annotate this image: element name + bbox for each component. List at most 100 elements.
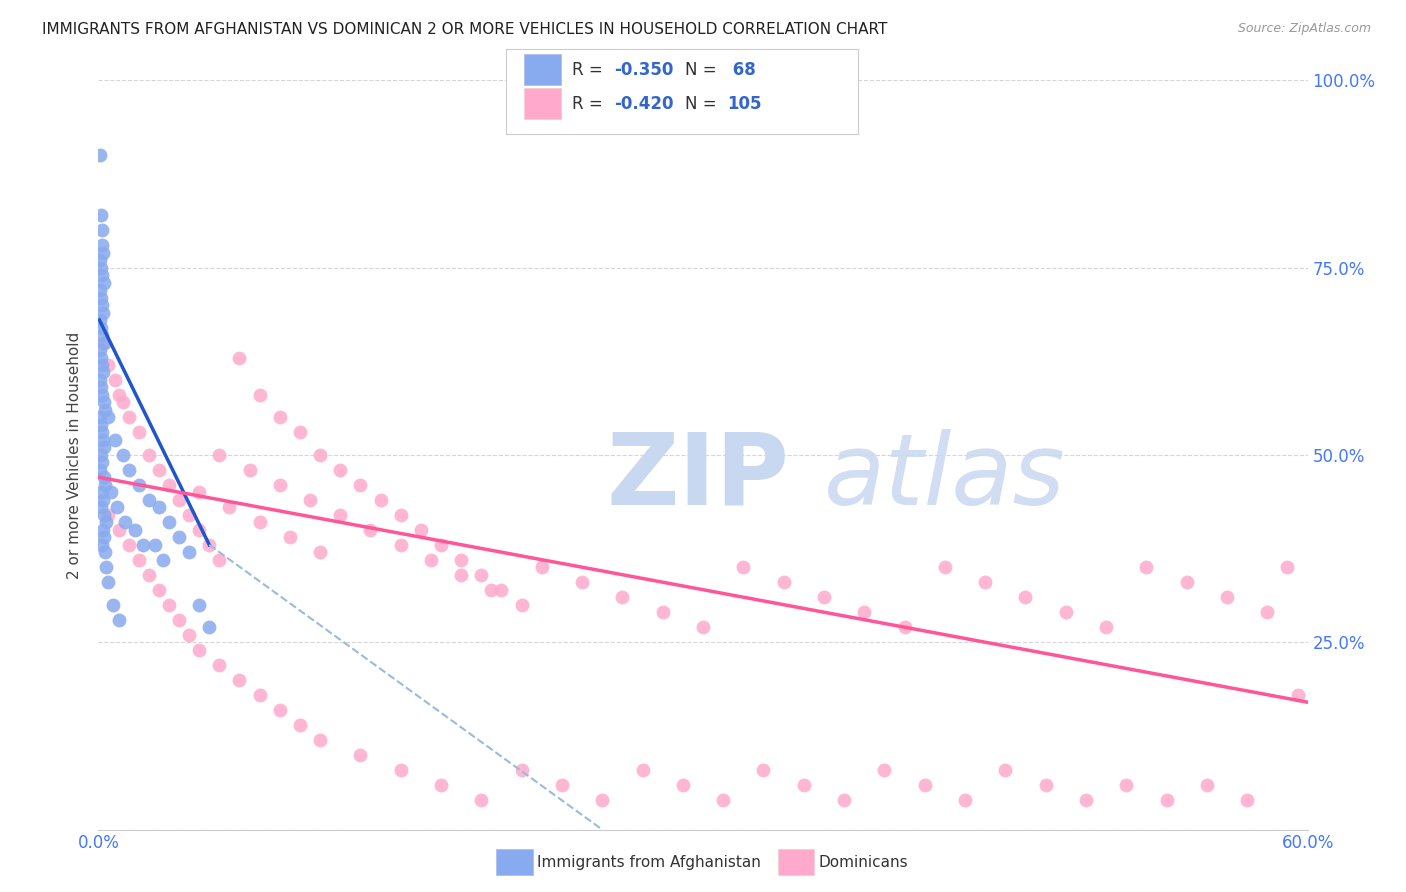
Point bbox=[1286, 688, 1309, 702]
Point bbox=[198, 620, 221, 634]
Point bbox=[914, 778, 936, 792]
Point bbox=[530, 560, 553, 574]
Point bbox=[128, 478, 150, 492]
Point bbox=[118, 410, 141, 425]
Point bbox=[853, 605, 876, 619]
Point bbox=[1014, 591, 1036, 605]
Point bbox=[93, 335, 115, 350]
Point bbox=[1156, 792, 1178, 806]
Point bbox=[651, 605, 673, 619]
Point bbox=[1095, 620, 1118, 634]
Text: -0.350: -0.350 bbox=[614, 62, 673, 79]
Point bbox=[551, 778, 574, 792]
Point bbox=[309, 732, 332, 747]
Point bbox=[157, 516, 180, 530]
Point bbox=[329, 508, 352, 522]
Point bbox=[97, 575, 120, 590]
Point bbox=[91, 388, 114, 402]
Point bbox=[89, 373, 111, 387]
Point bbox=[96, 516, 118, 530]
Point bbox=[157, 478, 180, 492]
Point bbox=[124, 523, 146, 537]
Point bbox=[198, 538, 221, 552]
Point bbox=[208, 448, 231, 462]
Point bbox=[179, 628, 201, 642]
Point bbox=[1195, 778, 1218, 792]
Text: -0.420: -0.420 bbox=[614, 95, 673, 113]
Point bbox=[143, 538, 166, 552]
Point bbox=[91, 485, 114, 500]
Point bbox=[94, 403, 117, 417]
Point bbox=[90, 380, 112, 394]
Text: atlas: atlas bbox=[824, 429, 1066, 526]
Point bbox=[179, 545, 201, 559]
Point bbox=[832, 792, 855, 806]
Point bbox=[91, 358, 114, 372]
Point bbox=[672, 778, 695, 792]
Point bbox=[103, 433, 125, 447]
Point bbox=[370, 492, 392, 507]
Point bbox=[93, 470, 115, 484]
Point bbox=[100, 485, 122, 500]
Point bbox=[111, 448, 134, 462]
Point bbox=[1135, 560, 1157, 574]
Point bbox=[89, 283, 111, 297]
Point bbox=[450, 567, 472, 582]
Point bbox=[733, 560, 755, 574]
Point bbox=[97, 358, 120, 372]
Point bbox=[188, 523, 211, 537]
Point bbox=[90, 500, 112, 515]
Point bbox=[90, 208, 112, 222]
Point bbox=[873, 763, 896, 777]
Point bbox=[138, 448, 160, 462]
Point bbox=[228, 673, 250, 687]
Point bbox=[711, 792, 734, 806]
Point bbox=[510, 598, 533, 612]
Point bbox=[111, 395, 134, 409]
Point bbox=[107, 388, 129, 402]
Point bbox=[1054, 605, 1077, 619]
Point bbox=[91, 425, 114, 440]
Point bbox=[208, 553, 231, 567]
Point bbox=[752, 763, 775, 777]
Text: N =: N = bbox=[685, 95, 721, 113]
Text: ZIP: ZIP bbox=[606, 429, 789, 526]
Point bbox=[132, 538, 155, 552]
Point bbox=[90, 320, 112, 334]
Point bbox=[89, 343, 111, 357]
Point bbox=[329, 463, 352, 477]
Text: R =: R = bbox=[572, 62, 609, 79]
Point bbox=[1175, 575, 1198, 590]
Point bbox=[188, 485, 211, 500]
Point bbox=[90, 351, 112, 365]
Point bbox=[148, 500, 170, 515]
Point bbox=[299, 492, 322, 507]
Point bbox=[128, 425, 150, 440]
Point bbox=[953, 792, 976, 806]
Point bbox=[772, 575, 794, 590]
Point bbox=[138, 492, 160, 507]
Point bbox=[128, 553, 150, 567]
Text: 68: 68 bbox=[727, 62, 755, 79]
Point bbox=[631, 763, 654, 777]
Point bbox=[167, 613, 190, 627]
Point bbox=[389, 538, 412, 552]
Point bbox=[91, 538, 114, 552]
Point bbox=[269, 703, 291, 717]
Point bbox=[90, 260, 112, 275]
Point bbox=[90, 417, 112, 432]
Point bbox=[118, 538, 141, 552]
Point bbox=[249, 516, 271, 530]
Point bbox=[148, 582, 170, 597]
Point bbox=[389, 508, 412, 522]
Point bbox=[228, 351, 250, 365]
Point bbox=[309, 545, 332, 559]
Point bbox=[430, 778, 453, 792]
Point bbox=[813, 591, 835, 605]
Point bbox=[97, 508, 120, 522]
Point bbox=[138, 567, 160, 582]
Point bbox=[90, 448, 112, 462]
Point bbox=[93, 508, 115, 522]
Point bbox=[157, 598, 180, 612]
Point bbox=[167, 492, 190, 507]
